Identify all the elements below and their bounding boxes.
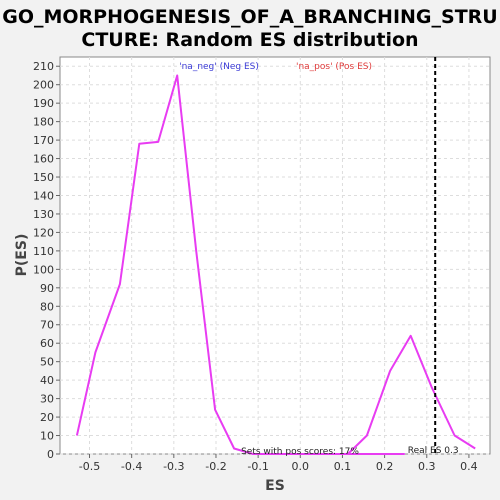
y-tick-label: 110 xyxy=(33,245,54,258)
legend-neg-es: 'na_neg' (Neg ES) xyxy=(179,62,259,72)
pos-scores-annotation: Sets with pos scores: 17% xyxy=(241,447,359,457)
x-tick-label: 0.2 xyxy=(376,460,394,473)
x-tick-label: -0.2 xyxy=(205,460,226,473)
y-tick-label: 190 xyxy=(33,97,54,110)
y-tick-label: 200 xyxy=(33,79,54,92)
series-lines xyxy=(75,74,476,455)
series-line-1 xyxy=(272,334,476,455)
real-es-label: Real ES 0.3 xyxy=(408,446,459,456)
chart-title-line-1: GO_MORPHOGENESIS_OF_A_BRANCHING_STRU xyxy=(2,6,497,28)
y-tick-label: 50 xyxy=(40,356,54,369)
axis-ticks: 0 10 20 30 40 50 60 70 80 90 100 110 120 130 140 150 160… xyxy=(33,60,478,473)
y-tick-label: 160 xyxy=(33,153,54,166)
legend-pos-es: 'na_pos' (Pos ES) xyxy=(296,62,372,72)
y-tick-label: 0 xyxy=(47,448,54,461)
y-tick-label: 60 xyxy=(40,337,54,350)
x-tick-label: -0.3 xyxy=(163,460,184,473)
x-axis-label: ES xyxy=(265,478,285,494)
x-tick-label: 0.0 xyxy=(292,460,310,473)
y-tick-label: 80 xyxy=(40,300,54,313)
y-tick-label: 20 xyxy=(40,411,54,424)
y-tick-label: 170 xyxy=(33,134,54,147)
chart-title-line-2: CTURE: Random ES distribution xyxy=(81,29,418,51)
y-tick-label: 210 xyxy=(33,60,54,73)
y-tick-label: 70 xyxy=(40,319,54,332)
y-tick-label: 40 xyxy=(40,374,54,387)
y-axis-label: P(ES) xyxy=(14,234,30,277)
y-tick-label: 140 xyxy=(33,189,54,202)
x-tick-label: -0.4 xyxy=(121,460,142,473)
y-tick-label: 100 xyxy=(33,263,54,276)
x-tick-label: 0.3 xyxy=(418,460,436,473)
y-tick-label: 130 xyxy=(33,208,54,221)
x-tick-label: 0.4 xyxy=(460,460,478,473)
grid-lines xyxy=(60,57,490,455)
x-tick-label: 0.1 xyxy=(334,460,352,473)
y-tick-label: 120 xyxy=(33,226,54,239)
y-tick-label: 30 xyxy=(40,393,54,406)
y-tick-label: 150 xyxy=(33,171,54,184)
y-tick-label: 180 xyxy=(33,116,54,129)
y-tick-label: 10 xyxy=(40,430,54,443)
series-line-0 xyxy=(75,74,405,455)
y-tick-label: 90 xyxy=(40,282,54,295)
x-tick-label: -0.5 xyxy=(79,460,100,473)
x-tick-label: -0.1 xyxy=(247,460,268,473)
